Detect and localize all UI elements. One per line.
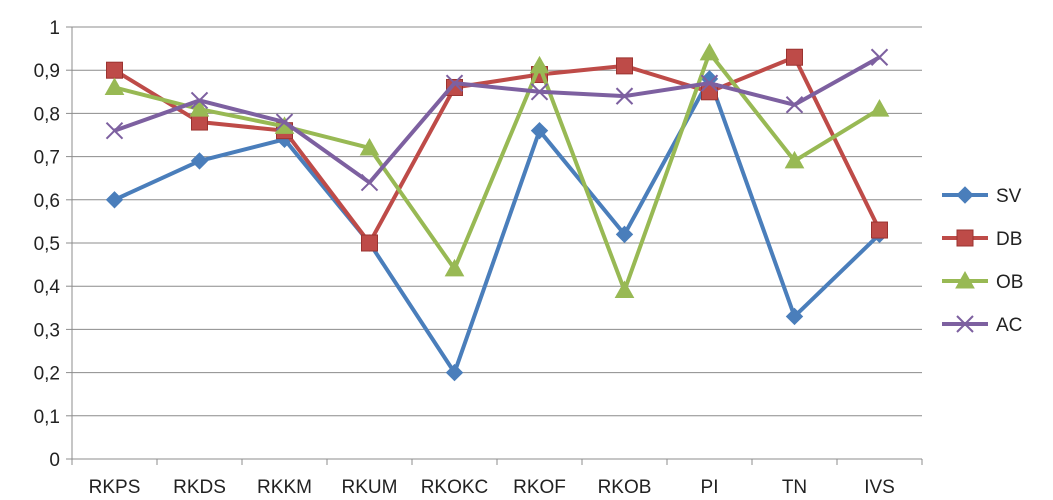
marker-stroke	[870, 48, 889, 66]
y-tick-label: 0,4	[34, 277, 61, 298]
y-tick-label: 0,8	[34, 104, 60, 125]
data-point-ac	[275, 113, 294, 131]
data-point-ob	[869, 99, 890, 117]
marker-stroke	[105, 121, 124, 140]
data-point-ac	[870, 48, 889, 66]
data-point-sv	[105, 191, 124, 209]
x-tick-label: TN	[782, 477, 807, 498]
legend-item-ob: OB	[942, 270, 1023, 293]
marker-stroke	[190, 91, 209, 110]
data-point-ob	[614, 280, 635, 299]
x-tick-label: RKOKC	[421, 477, 489, 498]
data-point-ac	[530, 83, 549, 101]
series-line-sv	[113, 76, 881, 375]
data-point-db	[871, 221, 888, 239]
y-tick-label: 0,1	[34, 407, 60, 428]
series-ac	[105, 48, 889, 192]
y-tick-label: 0,2	[34, 364, 60, 385]
data-point-ob	[529, 55, 550, 74]
data-point-ac	[190, 91, 209, 110]
legend-marker-sv	[956, 186, 974, 204]
axes: 0 0,1 0,2 0,3 0,4 0,5 0,6 0,7 0,8 0,9 1 RKPS RKDS RKK…	[34, 18, 923, 498]
x-tick-label: IVS	[864, 477, 895, 498]
series-line-db	[113, 55, 882, 245]
series-sv	[105, 70, 889, 382]
legend-item-ac: AC	[942, 315, 1022, 336]
data-point-ac	[105, 121, 124, 140]
y-tick-label: 0	[49, 450, 60, 471]
data-point-ob	[359, 137, 380, 156]
data-point-ob	[699, 42, 720, 61]
data-point-ac	[700, 74, 719, 92]
legend-label-ac: AC	[996, 315, 1022, 336]
series-line-ac	[113, 55, 881, 185]
data-point-ac	[360, 173, 379, 192]
legend-marker-ac	[956, 315, 974, 333]
data-point-db	[361, 234, 378, 252]
data-point-ac	[445, 74, 464, 92]
grid-lines	[72, 26, 922, 417]
data-point-ac	[615, 87, 634, 105]
x-tick-label: RKPS	[89, 477, 141, 498]
marker-stroke	[530, 83, 549, 101]
y-tick-label: 0,5	[34, 234, 60, 255]
x-tick-label: RKOF	[513, 477, 566, 498]
x-tick-label: RKDS	[173, 477, 226, 498]
legend-label-ob: OB	[996, 272, 1023, 293]
series-line-ob	[114, 50, 881, 293]
data-point-sv	[615, 225, 634, 244]
data-point-ac	[785, 96, 804, 114]
data-point-db	[106, 61, 123, 79]
legend-item-sv: SV	[942, 186, 1022, 207]
marker-stroke	[785, 96, 804, 114]
marker-stroke	[700, 74, 719, 92]
data-point-ob	[189, 99, 210, 117]
data-point-sv	[445, 363, 464, 382]
x-tick-label: RKOB	[598, 477, 652, 498]
marker-stroke	[956, 315, 974, 333]
legend-label-db: DB	[996, 229, 1022, 250]
legend: SV DB OB AC	[942, 186, 1023, 336]
data-point-ob	[784, 150, 805, 169]
y-tick-label: 0,3	[34, 320, 60, 341]
series-lines	[104, 42, 890, 382]
marker-stroke	[445, 74, 464, 92]
data-point-db	[786, 48, 803, 66]
y-tick-label: 0,6	[34, 191, 60, 212]
x-tick-label: RKKM	[257, 477, 312, 498]
data-point-ob	[104, 77, 125, 95]
series-ob	[104, 42, 890, 299]
legend-label-sv: SV	[996, 186, 1022, 207]
y-tick-label: 0,7	[34, 148, 60, 169]
y-tick-label: 0,9	[34, 61, 60, 82]
legend-marker-ob	[955, 270, 975, 289]
data-point-db	[616, 57, 633, 75]
x-tick-label: PI	[701, 477, 719, 498]
marker-stroke	[275, 113, 294, 131]
data-point-sv	[530, 121, 549, 140]
marker-stroke	[615, 87, 634, 105]
data-point-ob	[444, 258, 465, 277]
x-tick-label: RKUM	[342, 477, 398, 498]
y-tick-label: 1	[49, 18, 60, 39]
data-point-sv	[190, 152, 209, 170]
legend-item-db: DB	[942, 229, 1022, 250]
marker-stroke	[360, 173, 379, 192]
legend-marker-db	[956, 229, 974, 247]
data-point-sv	[785, 307, 804, 326]
series-db	[106, 48, 888, 252]
